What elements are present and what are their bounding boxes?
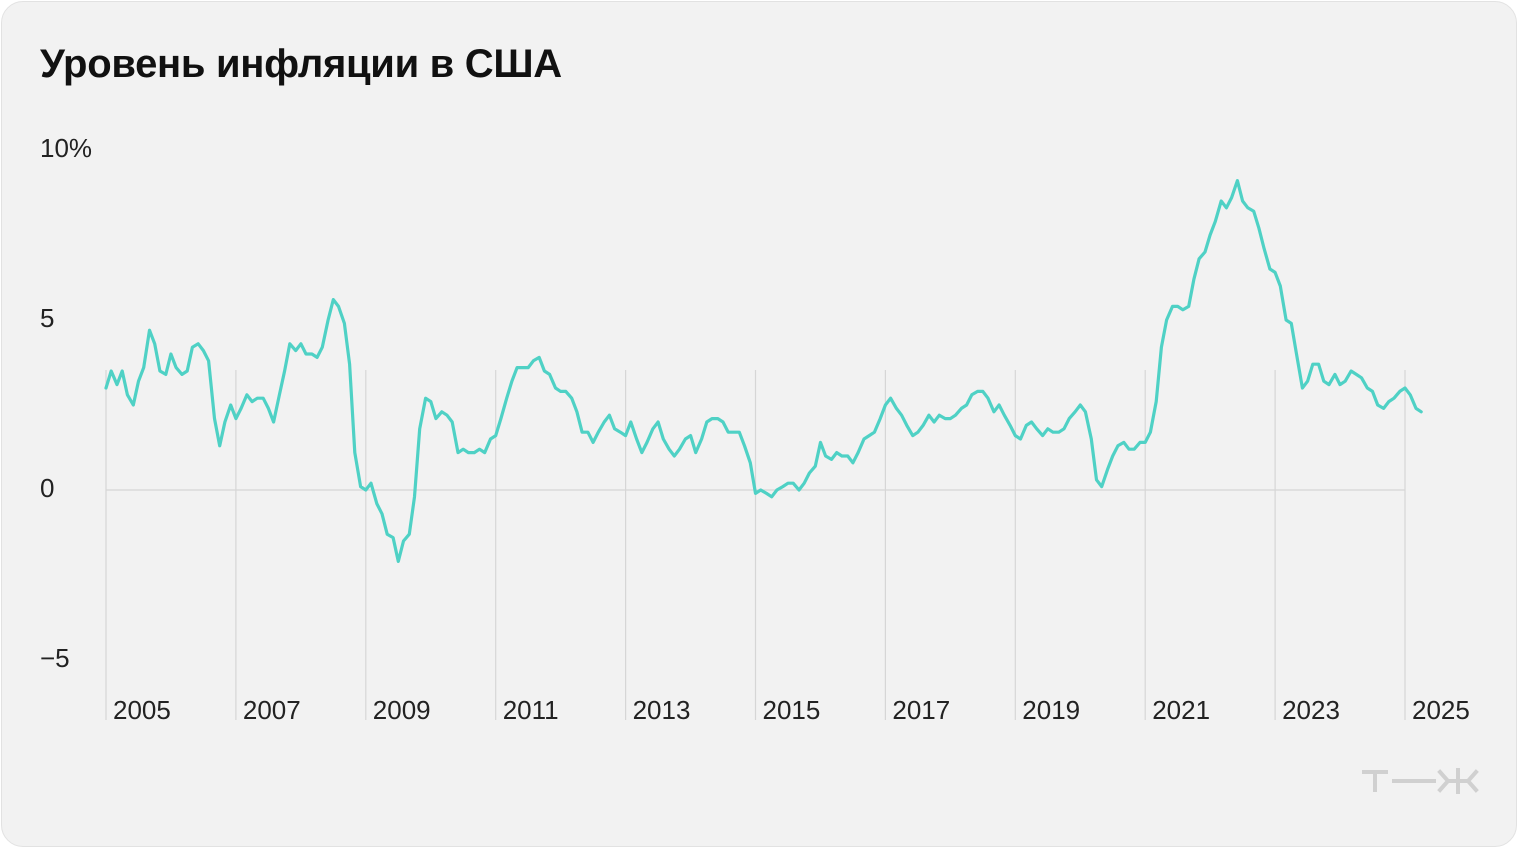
vertical-gridlines <box>105 370 1406 720</box>
x-tick-label: 2005 <box>113 695 171 725</box>
x-tick-label: 2011 <box>503 695 559 725</box>
y-tick-label: 5 <box>40 303 54 333</box>
x-tick-label: 2015 <box>763 695 821 725</box>
x-tick-label: 2007 <box>243 695 301 725</box>
series-group <box>104 179 1423 564</box>
chart-title: Уровень инфляции в США <box>40 42 562 86</box>
x-axis-tick-labels: 2005 2007 2009 2011 2013 2015 2017 2019 2021 2023… <box>113 695 1470 725</box>
x-tick-label: 2009 <box>373 695 431 725</box>
x-tick-label: 2023 <box>1282 695 1340 725</box>
x-tick-label: 2019 <box>1022 695 1080 725</box>
tzh-logo-icon <box>1362 768 1479 794</box>
y-tick-label: 10% <box>40 133 92 163</box>
x-tick-label: 2025 <box>1412 695 1470 725</box>
y-tick-label: −5 <box>40 643 70 673</box>
x-tick-label: 2013 <box>633 695 691 725</box>
series-line-0 <box>104 179 1423 564</box>
x-tick-label: 2021 <box>1152 695 1210 725</box>
y-axis-tick-labels: 10% 5 0 −5 <box>40 133 92 673</box>
logo-stroke-0 <box>1362 770 1388 792</box>
y-tick-label: 0 <box>40 473 54 503</box>
logo-stroke-2 <box>1437 768 1479 794</box>
x-tick-label: 2017 <box>892 695 950 725</box>
